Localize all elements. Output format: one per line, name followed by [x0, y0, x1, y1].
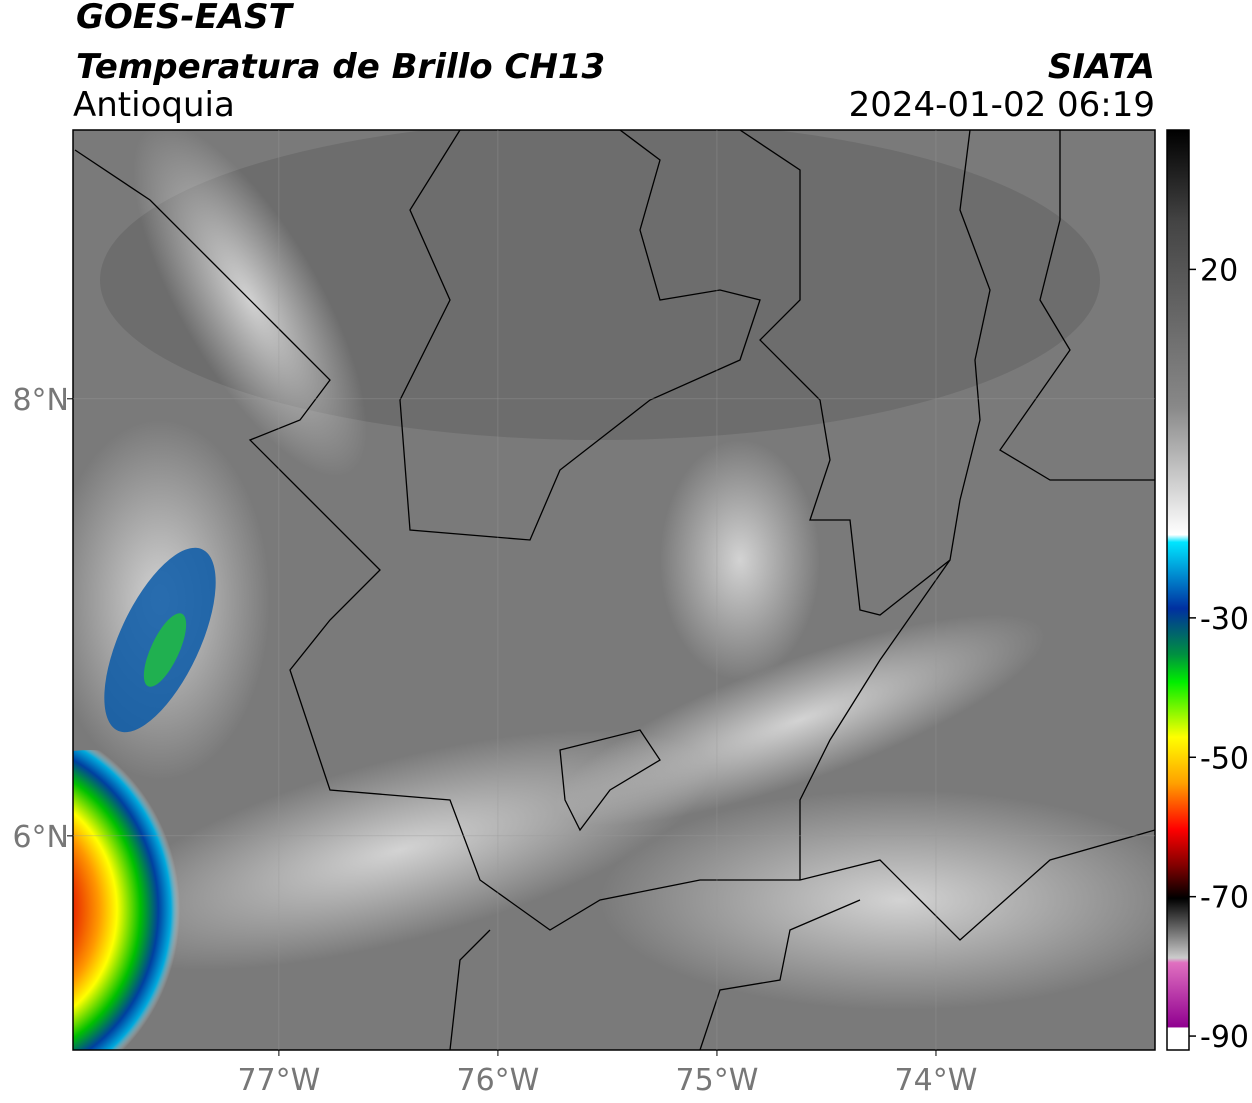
colorbar-tick-label: 20 — [1200, 253, 1238, 288]
x-tick-label: 77°W — [237, 1063, 320, 1098]
colorbar — [1166, 129, 1190, 1051]
x-tick-label: 76°W — [456, 1063, 539, 1098]
datetime-label: 2024-01-02 06:19 — [849, 85, 1155, 125]
colorbar-tick-label: -50 — [1200, 741, 1249, 776]
x-tick-label: 74°W — [895, 1063, 978, 1098]
product-title: Temperatura de Brillo CH13 — [76, 47, 605, 87]
x-tick-label: 75°W — [676, 1063, 759, 1098]
y-tick-label: 6°N — [12, 820, 69, 855]
map-frame — [72, 129, 1156, 1051]
colorbar-tick-label: -70 — [1200, 881, 1249, 916]
map-imagery — [73, 130, 1155, 1050]
region-label: Antioquia — [73, 85, 235, 125]
colorbar-tick-label: -30 — [1200, 602, 1249, 637]
agency-label: SIATA — [1048, 47, 1155, 87]
satellite-title: GOES-EAST — [76, 0, 295, 37]
colorbar-tick-label: -90 — [1200, 1020, 1249, 1055]
y-tick-label: 8°N — [12, 383, 69, 418]
